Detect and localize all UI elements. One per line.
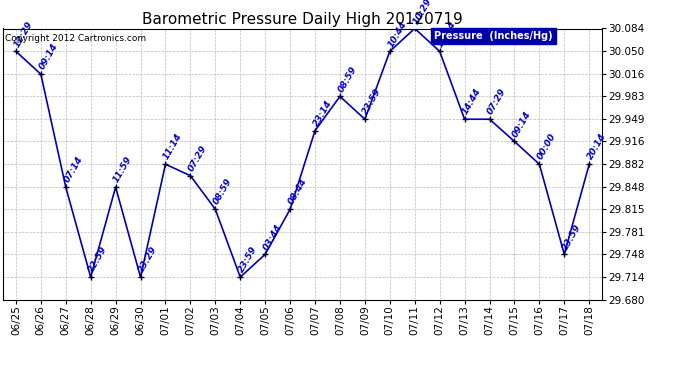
- Text: 10:44: 10:44: [386, 19, 408, 49]
- Title: Barometric Pressure Daily High 20120719: Barometric Pressure Daily High 20120719: [142, 12, 463, 27]
- Text: 14:44: 14:44: [461, 87, 483, 117]
- Text: 08:59: 08:59: [212, 177, 234, 207]
- Text: 07:29: 07:29: [187, 144, 209, 173]
- Text: 23:14: 23:14: [311, 99, 333, 128]
- Text: 09:14: 09:14: [511, 110, 533, 139]
- Text: 23:29: 23:29: [137, 245, 159, 274]
- Text: 11:14: 11:14: [162, 132, 184, 162]
- Text: 03:44: 03:44: [262, 222, 284, 252]
- Text: 11:59: 11:59: [112, 155, 134, 184]
- Text: 08:59: 08:59: [336, 64, 358, 94]
- Text: 23:59: 23:59: [362, 87, 384, 117]
- Text: 23:59: 23:59: [237, 245, 259, 274]
- Text: 12:29: 12:29: [12, 19, 34, 49]
- Text: 10:29: 10:29: [411, 0, 433, 26]
- Text: 20:14: 20:14: [586, 132, 608, 162]
- Text: 10:14: 10:14: [436, 19, 458, 49]
- Text: 00:00: 00:00: [535, 132, 558, 162]
- Text: 07:29: 07:29: [486, 87, 508, 117]
- Text: 22:59: 22:59: [87, 245, 109, 274]
- Text: 09:14: 09:14: [37, 42, 59, 71]
- Text: 23:59: 23:59: [561, 222, 583, 252]
- Text: 08:44: 08:44: [286, 177, 308, 207]
- Text: Copyright 2012 Cartronics.com: Copyright 2012 Cartronics.com: [5, 34, 146, 43]
- Text: 07:14: 07:14: [62, 155, 84, 184]
- Text: Pressure  (Inches/Hg): Pressure (Inches/Hg): [434, 31, 553, 41]
